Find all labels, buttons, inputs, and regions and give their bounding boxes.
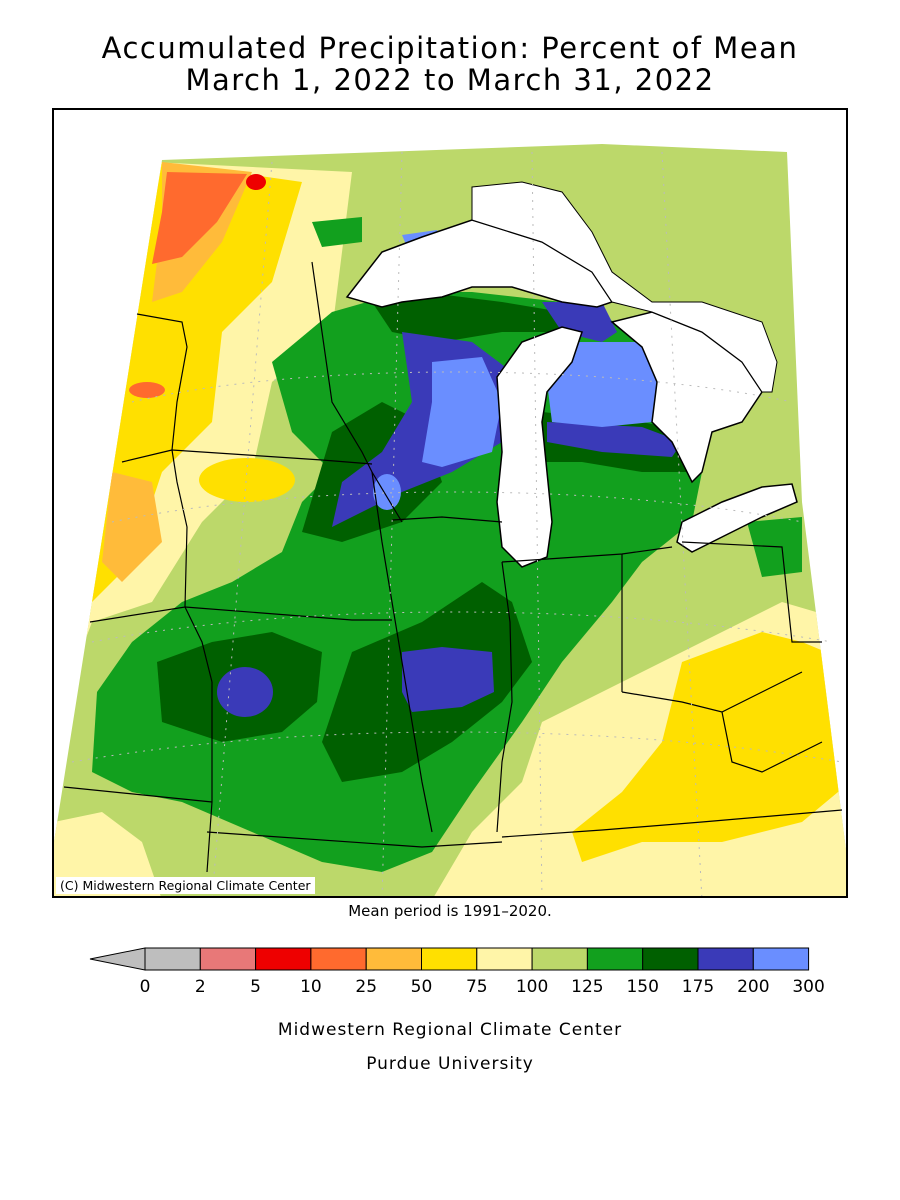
legend-swatch [752,947,810,971]
zone-orange-sd [102,472,162,582]
legend-tick-label: 175 [682,977,714,997]
zone-light-blue-wi [422,357,502,467]
legend-swatch [531,947,588,971]
zone-blue-mi-lower [547,422,682,457]
footer-university: Purdue University [366,1054,534,1074]
legend-swatch [697,947,754,971]
legend-tick-labels: 0 2 5 10 25 50 75 100 125 150 175 200 300 [140,977,825,997]
mean-period-note: Mean period is 1991–2020. [348,902,552,920]
map-title-line-1: Accumulated Precipitation: Percent of Me… [101,31,799,65]
map-frame: (C) Midwestern Regional Climate Center [52,108,848,898]
lake-erie [676,483,798,553]
graticule [71,151,843,896]
legend-tick-label: 5 [250,977,261,997]
lake-superior [345,219,614,308]
legend-swatch [421,947,478,971]
map-title-line-2: March 1, 2022 to March 31, 2022 [185,63,715,97]
legend-tick-label: 125 [571,977,603,997]
zone-blue-ia [217,667,273,717]
legend-tick-label: 75 [466,977,488,997]
zone-blue-il [402,647,494,712]
precipitation-map [54,144,846,896]
zone-orange-red-nd [152,172,247,264]
legend-tick-label: 25 [355,977,377,997]
legend-swatch [255,947,312,971]
lake-michigan [496,326,583,568]
legend-swatch [144,947,201,971]
legend-swatch [642,947,699,971]
zone-orange-red-small [129,382,165,398]
legend-swatch [586,947,644,971]
legend-swatch [476,947,533,971]
footer-org: Midwestern Regional Climate Center [277,1020,623,1040]
legend-tick-label: 200 [737,977,769,997]
legend-tick-label: 100 [516,977,548,997]
canada-area [471,181,778,393]
zone-light-blue-mi [547,342,657,427]
zone-yellow-ia [199,458,295,502]
zone-blue-mi [542,302,617,342]
legend-swatch [310,947,367,971]
state-borders [63,261,843,873]
legend-tick-label: 0 [140,977,151,997]
zone-red-spot [246,174,266,190]
zone-dark-green-north [372,292,562,342]
legend-tick-label: 150 [626,977,658,997]
legend-tick-label: 10 [300,977,322,997]
legend-swatches [89,947,810,971]
legend-below-min-arrow [89,947,146,971]
legend-tick-label: 2 [195,977,206,997]
zone-green-wi-north [312,217,362,247]
color-legend: 0 2 5 10 25 50 75 100 125 150 175 200 300 [89,947,825,997]
zone-yellow-southeast [572,632,846,862]
copyright-credit: (C) Midwestern Regional Climate Center [56,877,315,894]
legend-tick-label: 50 [411,977,433,997]
legend-swatch [365,947,423,971]
legend-tick-label: 300 [792,977,824,997]
legend-swatch [199,947,257,971]
zone-light-blue-small [373,474,401,510]
